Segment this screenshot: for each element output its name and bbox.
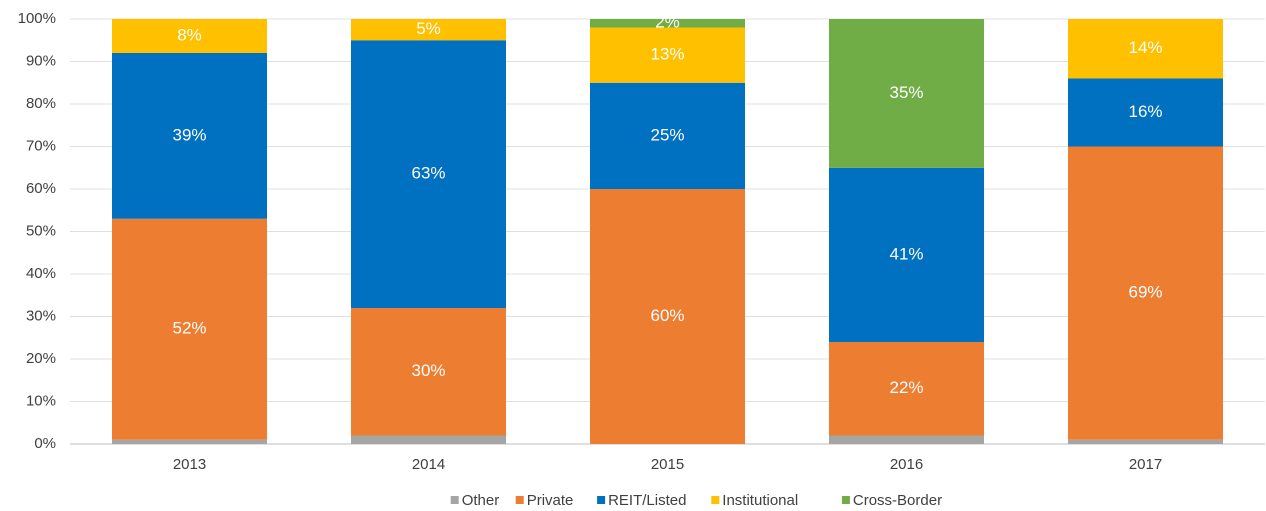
bar-segment xyxy=(829,167,984,342)
data-label: 22% xyxy=(889,378,923,397)
data-label: 60% xyxy=(650,306,684,325)
x-tick-label: 2017 xyxy=(1129,456,1162,473)
data-label: 25% xyxy=(650,125,684,144)
y-tick-label: 90% xyxy=(26,52,56,69)
data-label: 8% xyxy=(177,25,202,44)
y-tick-label: 0% xyxy=(34,435,56,452)
legend-label: REIT/Listed xyxy=(608,492,686,509)
bar-segment xyxy=(590,82,745,189)
legend-label: Other xyxy=(462,492,500,509)
bar-segment xyxy=(112,19,267,53)
legend-swatch xyxy=(597,496,606,504)
data-label: 30% xyxy=(411,361,445,380)
y-tick-label: 20% xyxy=(26,350,56,367)
y-tick-label: 50% xyxy=(26,222,56,239)
y-tick-label: 30% xyxy=(26,307,56,324)
data-label: 2% xyxy=(655,13,680,32)
bar-segment xyxy=(1068,439,1223,444)
bar-segment xyxy=(1068,19,1223,79)
data-label: 16% xyxy=(1128,102,1162,121)
bar-segment xyxy=(112,53,267,219)
legend-swatch xyxy=(515,496,524,504)
data-label: 35% xyxy=(889,83,923,102)
data-label: 5% xyxy=(416,19,441,38)
legend-label: Cross-Border xyxy=(853,492,942,509)
bar-segment xyxy=(829,435,984,444)
bar-segment xyxy=(112,439,267,444)
y-tick-label: 40% xyxy=(26,265,56,282)
data-label: 39% xyxy=(172,125,206,144)
bar-segment xyxy=(829,342,984,436)
bar-segment xyxy=(829,19,984,168)
legend-swatch xyxy=(841,496,850,504)
legend-label: Private xyxy=(527,492,574,509)
bar-segment xyxy=(351,435,506,444)
legend-label: Institutional xyxy=(722,492,798,509)
bar-segment xyxy=(351,308,506,436)
data-label: 13% xyxy=(650,45,684,64)
data-label: 52% xyxy=(172,319,206,338)
legend-swatch xyxy=(450,496,459,504)
bar-segment xyxy=(1068,78,1223,147)
y-tick-label: 70% xyxy=(26,137,56,154)
y-tick-label: 80% xyxy=(26,95,56,112)
data-label: 14% xyxy=(1128,38,1162,57)
y-tick-label: 100% xyxy=(18,10,56,27)
bar-segment xyxy=(112,218,267,440)
data-label: 41% xyxy=(889,244,923,263)
bar-segment xyxy=(351,40,506,308)
bar-segment xyxy=(1068,146,1223,440)
bar-segment xyxy=(590,189,745,444)
legend-swatch xyxy=(711,496,720,504)
data-label: 63% xyxy=(411,164,445,183)
y-tick-label: 10% xyxy=(26,392,56,409)
x-tick-label: 2015 xyxy=(651,456,684,473)
x-tick-label: 2016 xyxy=(890,456,923,473)
bar-segment xyxy=(590,27,745,83)
data-label: 69% xyxy=(1128,283,1162,302)
y-tick-label: 60% xyxy=(26,180,56,197)
x-tick-label: 2014 xyxy=(412,456,445,473)
x-tick-label: 2013 xyxy=(173,456,206,473)
bar-segment xyxy=(590,19,745,28)
bar-segment xyxy=(351,19,506,41)
